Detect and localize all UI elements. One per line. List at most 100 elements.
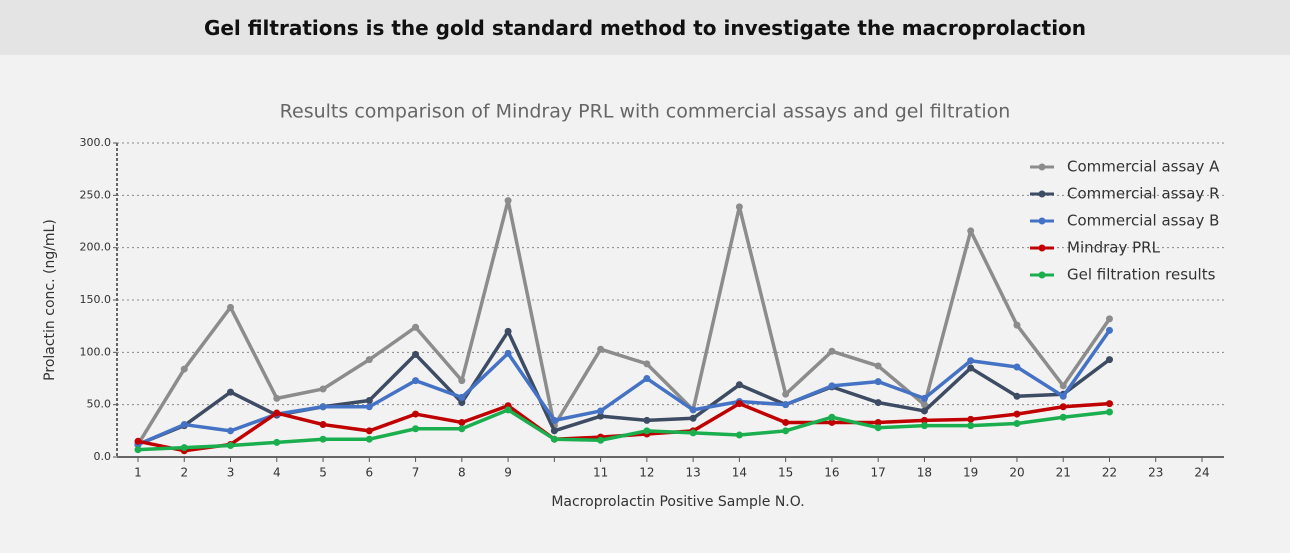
data-point bbox=[365, 356, 373, 364]
data-point bbox=[874, 362, 882, 370]
x-tick-label: 7 bbox=[412, 466, 420, 480]
data-point bbox=[828, 347, 836, 355]
data-point bbox=[920, 416, 928, 424]
y-axis-label: Prolactin conc. (ng/mL) bbox=[42, 219, 58, 381]
series-line bbox=[137, 329, 1111, 447]
data-point bbox=[1105, 408, 1113, 416]
data-point bbox=[550, 435, 558, 443]
data-point bbox=[458, 399, 466, 407]
data-point bbox=[920, 422, 928, 430]
data-point bbox=[1059, 403, 1067, 411]
x-tick-label: 11 bbox=[593, 466, 608, 480]
chart-title: Results comparison of Mindray PRL with c… bbox=[280, 101, 1011, 123]
legend-dot bbox=[1038, 190, 1046, 198]
data-point bbox=[828, 382, 836, 390]
data-point bbox=[874, 424, 882, 432]
data-point bbox=[458, 425, 466, 433]
data-point bbox=[1059, 382, 1067, 390]
data-point bbox=[1013, 410, 1021, 418]
data-point bbox=[967, 364, 975, 372]
data-point bbox=[458, 418, 466, 426]
data-point bbox=[134, 446, 142, 454]
data-point bbox=[782, 418, 790, 426]
data-point bbox=[412, 410, 420, 418]
y-tick-label: 250.0 bbox=[80, 188, 112, 201]
legend-label: Commercial assay R bbox=[1067, 185, 1220, 203]
data-point bbox=[365, 427, 373, 435]
data-point bbox=[180, 365, 188, 373]
data-point bbox=[1013, 392, 1021, 400]
data-point bbox=[1013, 420, 1021, 428]
data-point bbox=[180, 421, 188, 429]
data-point bbox=[689, 406, 697, 414]
x-tick-label: 1 bbox=[134, 466, 142, 480]
data-point bbox=[874, 378, 882, 386]
x-tick-label: 8 bbox=[458, 466, 466, 480]
data-point bbox=[134, 437, 142, 445]
data-point bbox=[920, 401, 928, 409]
data-point bbox=[412, 377, 420, 385]
data-point bbox=[1105, 326, 1113, 334]
series-line bbox=[136, 198, 1111, 446]
series-line bbox=[137, 329, 1111, 447]
data-point bbox=[967, 422, 975, 430]
data-point bbox=[597, 407, 605, 415]
legend-label: Mindray PRL bbox=[1067, 239, 1161, 257]
data-point bbox=[643, 375, 651, 382]
data-point bbox=[920, 394, 928, 402]
data-point bbox=[365, 396, 373, 404]
data-point bbox=[782, 427, 790, 435]
legend-dot bbox=[1038, 163, 1046, 171]
data-point bbox=[227, 441, 235, 449]
data-point bbox=[735, 431, 743, 439]
x-tick-label: 16 bbox=[824, 466, 839, 480]
x-tick-label: 14 bbox=[732, 466, 747, 480]
data-point bbox=[597, 345, 605, 353]
y-tick-label: 0.0 bbox=[94, 450, 112, 463]
data-point bbox=[735, 203, 743, 211]
data-point bbox=[1105, 315, 1113, 323]
data-point bbox=[412, 425, 420, 433]
data-point bbox=[319, 403, 327, 411]
data-point bbox=[1105, 356, 1113, 364]
legend-label: Gel filtration results bbox=[1067, 266, 1216, 284]
y-tick-label: 50.0 bbox=[87, 398, 112, 411]
y-tick-label: 300.0 bbox=[80, 136, 112, 149]
x-tick-label: 3 bbox=[227, 466, 235, 480]
x-tick-label: 4 bbox=[273, 466, 281, 480]
data-point bbox=[365, 435, 373, 443]
series-line bbox=[137, 408, 1110, 452]
data-point bbox=[504, 349, 512, 357]
data-point bbox=[458, 393, 466, 401]
data-point bbox=[504, 406, 512, 414]
data-point bbox=[1013, 321, 1021, 329]
legend-label: Commercial assay B bbox=[1067, 212, 1219, 230]
data-point bbox=[689, 414, 697, 422]
x-tick-label: 13 bbox=[685, 466, 700, 480]
data-point bbox=[365, 403, 373, 411]
data-point bbox=[1059, 413, 1067, 421]
x-tick-label: 21 bbox=[1056, 466, 1071, 480]
x-tick-label: 19 bbox=[963, 466, 978, 480]
data-point bbox=[412, 350, 420, 358]
data-point bbox=[689, 429, 697, 437]
x-tick-label: 24 bbox=[1194, 466, 1209, 480]
data-point bbox=[180, 444, 188, 452]
y-tick-label: 150.0 bbox=[80, 293, 112, 306]
legend-dot bbox=[1038, 271, 1046, 279]
x-tick-label: 6 bbox=[365, 466, 373, 480]
data-point bbox=[643, 416, 651, 424]
data-point bbox=[319, 385, 327, 393]
data-point bbox=[273, 409, 281, 417]
data-point bbox=[967, 357, 975, 365]
data-point bbox=[550, 427, 558, 435]
legend-dot bbox=[1038, 217, 1046, 225]
x-tick-label: 5 bbox=[319, 466, 327, 480]
data-point bbox=[874, 399, 882, 407]
data-point bbox=[597, 412, 605, 420]
data-point bbox=[735, 381, 743, 389]
x-tick-label: 15 bbox=[778, 466, 793, 480]
data-point bbox=[227, 303, 235, 311]
x-tick-label: 17 bbox=[871, 466, 886, 480]
